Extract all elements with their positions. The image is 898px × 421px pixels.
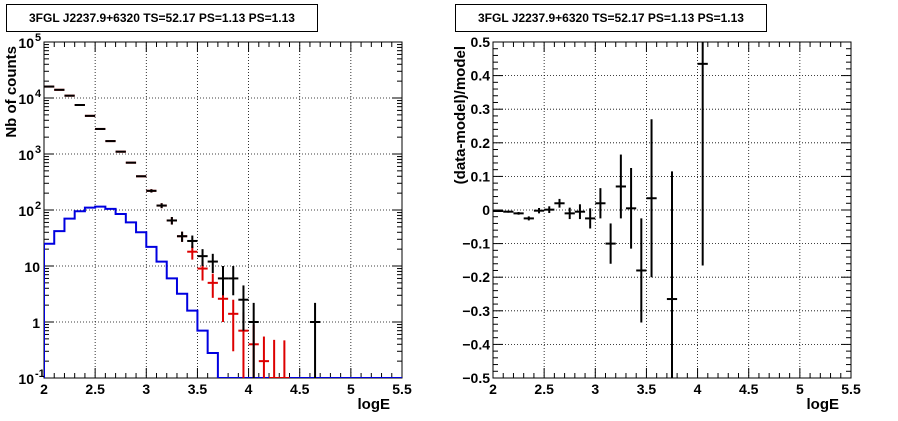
- data-point: [513, 212, 524, 215]
- data-point: [636, 218, 647, 323]
- x-tick-label: 5.5: [841, 381, 861, 397]
- x-tick-label: 3.5: [637, 381, 657, 397]
- y-tick-label: −0.2: [462, 269, 490, 285]
- data-point: [646, 119, 657, 278]
- data-point: [564, 207, 575, 220]
- residuals-plot: 2 2.5 3 3.5 4 4.5 5 5.5 −0.5 −0.4 −0.3 −0.2 −0.1 0 0.1…: [452, 34, 861, 413]
- data-point: [697, 42, 708, 266]
- histogram-line: [44, 205, 402, 378]
- x-tick-label: 5.5: [392, 381, 412, 397]
- x-tick-label: 4.5: [739, 381, 759, 397]
- series-group: [44, 205, 402, 378]
- x-tick-label: 4: [694, 381, 702, 397]
- y-tick-exponent: 4: [35, 88, 42, 100]
- y-axis-title: Nb of counts: [3, 46, 20, 138]
- y-tick-label: 1: [32, 315, 40, 331]
- x-tick-label: 2: [489, 381, 497, 397]
- data-point: [228, 266, 239, 296]
- series-group: [44, 85, 321, 378]
- x-tick-label: 5: [347, 381, 355, 397]
- data-point: [544, 206, 555, 214]
- y-tick-label: 0.2: [471, 135, 491, 151]
- right-plot-title: 3FGL J2237.9+6320 TS=52.17 PS=1.13 PS=1.…: [455, 4, 767, 32]
- data-point: [176, 231, 188, 242]
- y-tick-label: 10: [18, 35, 34, 51]
- y-tick-label: −0.3: [462, 303, 490, 319]
- data-point: [625, 168, 637, 249]
- data-point: [595, 188, 606, 219]
- data-point: [156, 203, 167, 209]
- x-axis-title: logE: [807, 396, 840, 413]
- series-group: [44, 85, 290, 378]
- x-tick-label: 2: [40, 381, 48, 397]
- y-tick-label: 0: [482, 202, 490, 218]
- x-axis-title: logE: [358, 396, 391, 413]
- data-point: [503, 210, 514, 213]
- data-point: [493, 210, 504, 213]
- y-tick-label: 10: [18, 91, 34, 107]
- x-tick-label: 3.5: [188, 381, 208, 397]
- y-tick-label: 10: [24, 259, 40, 275]
- data-point: [197, 249, 208, 266]
- x-tick-label: 2.5: [85, 381, 105, 397]
- data-point: [279, 340, 290, 378]
- data-point: [166, 216, 177, 225]
- x-tick-label: 5: [796, 381, 804, 397]
- y-tick-label: 0.1: [471, 168, 491, 184]
- data-point: [207, 253, 218, 273]
- y-tick-exponent: 3: [35, 144, 41, 156]
- plot-frame: [43, 41, 403, 379]
- y-tick-exponent: 2: [35, 200, 41, 212]
- x-tick-label: 4.5: [290, 381, 310, 397]
- y-tick-label: −0.5: [462, 370, 490, 386]
- data-point: [187, 235, 198, 248]
- x-tick-label: 3: [591, 381, 599, 397]
- y-tick-exponent: 5: [35, 32, 41, 44]
- data-point: [269, 339, 280, 378]
- data-point: [228, 299, 239, 352]
- data-point: [187, 245, 198, 260]
- data-point: [248, 302, 259, 378]
- y-axis-title: (data-model)/model: [452, 46, 469, 184]
- data-point: [238, 285, 249, 331]
- data-point: [574, 204, 586, 220]
- data-point: [146, 189, 157, 193]
- data-point: [585, 208, 596, 229]
- y-tick-label: 10: [18, 203, 34, 219]
- data-point: [309, 302, 321, 378]
- data-point: [615, 154, 626, 219]
- series-group: [493, 42, 708, 378]
- y-tick-label: 0.5: [471, 34, 491, 50]
- y-tick-label: 10: [18, 371, 34, 387]
- data-point: [533, 207, 545, 214]
- x-tick-label: 2.5: [534, 381, 554, 397]
- x-tick-label: 3: [142, 381, 150, 397]
- data-point: [554, 198, 565, 208]
- x-tick-label: 4: [245, 381, 253, 397]
- data-point: [217, 266, 229, 296]
- data-point: [523, 216, 534, 221]
- y-tick-label: 0.4: [471, 68, 491, 84]
- y-tick-label: −0.1: [462, 236, 490, 252]
- data-point: [666, 171, 678, 378]
- data-point: [605, 223, 616, 264]
- y-tick-label: −0.4: [462, 336, 490, 352]
- y-tick-label: 10: [18, 147, 34, 163]
- y-tick-label: 0.3: [471, 101, 491, 117]
- y-tick-exponent: -1: [35, 368, 45, 380]
- data-point: [258, 336, 270, 378]
- left-plot-title: 3FGL J2237.9+6320 TS=52.17 PS=1.13 PS=1.…: [6, 4, 318, 32]
- data-point: [207, 273, 218, 298]
